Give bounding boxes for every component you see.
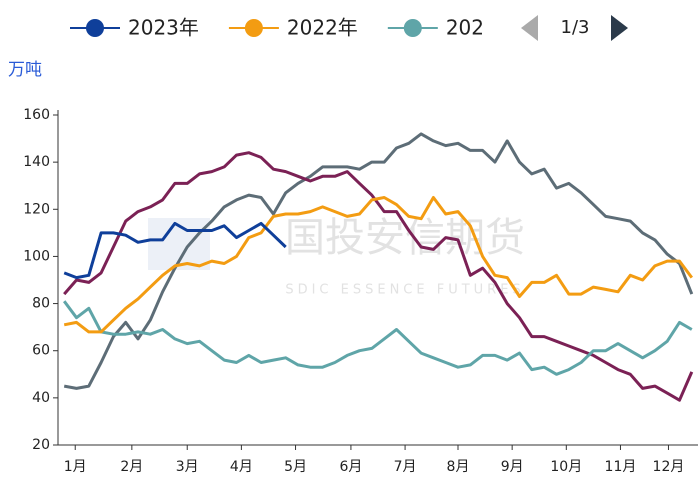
series-line	[63, 132, 694, 390]
x-tick-label: 9月	[501, 459, 524, 475]
x-tick-label: 4月	[230, 459, 253, 475]
series-line	[63, 151, 694, 402]
y-tick-label: 80	[32, 296, 50, 312]
x-tick-label: 1月	[64, 459, 87, 475]
legend-label: 2023年	[128, 16, 199, 40]
legend-prev[interactable]	[521, 15, 538, 41]
y-axis-label: 万吨	[8, 60, 42, 80]
x-tick-label: 11月	[605, 459, 637, 475]
legend-next[interactable]	[611, 15, 628, 41]
legend: 2023年 2022年 202	[70, 16, 484, 40]
series-line	[63, 221, 287, 280]
y-tick-label: 40	[32, 390, 50, 406]
x-tick-label: 12月	[653, 459, 685, 475]
y-tick-label: 160	[23, 107, 50, 123]
series-line	[62, 300, 693, 376]
legend-label: 202	[446, 16, 484, 40]
x-tick-label: 2月	[120, 459, 143, 475]
y-tick-label: 60	[32, 343, 50, 359]
y-tick-label: 140	[23, 154, 50, 170]
y-tick-label: 20	[32, 437, 50, 453]
watermark-text: SDIC ESSENCE FUTURES	[285, 283, 524, 298]
x-tick-label: 8月	[447, 459, 470, 475]
legend-marker	[403, 19, 422, 37]
x-tick-label: 3月	[176, 459, 199, 475]
legend-marker	[86, 19, 104, 37]
legend-label: 2022年	[287, 16, 358, 40]
series-line	[63, 196, 694, 334]
x-tick-label: 6月	[339, 459, 362, 475]
x-tick-label: 7月	[394, 459, 417, 475]
y-tick-label: 120	[23, 201, 50, 217]
legend-marker	[244, 19, 263, 37]
legend-page: 1/3	[561, 17, 590, 38]
x-tick-label: 5月	[284, 459, 307, 475]
x-tick-label: 10月	[550, 459, 582, 475]
y-tick-label: 100	[23, 248, 50, 264]
watermark-text: 国投安信期货	[285, 215, 525, 261]
